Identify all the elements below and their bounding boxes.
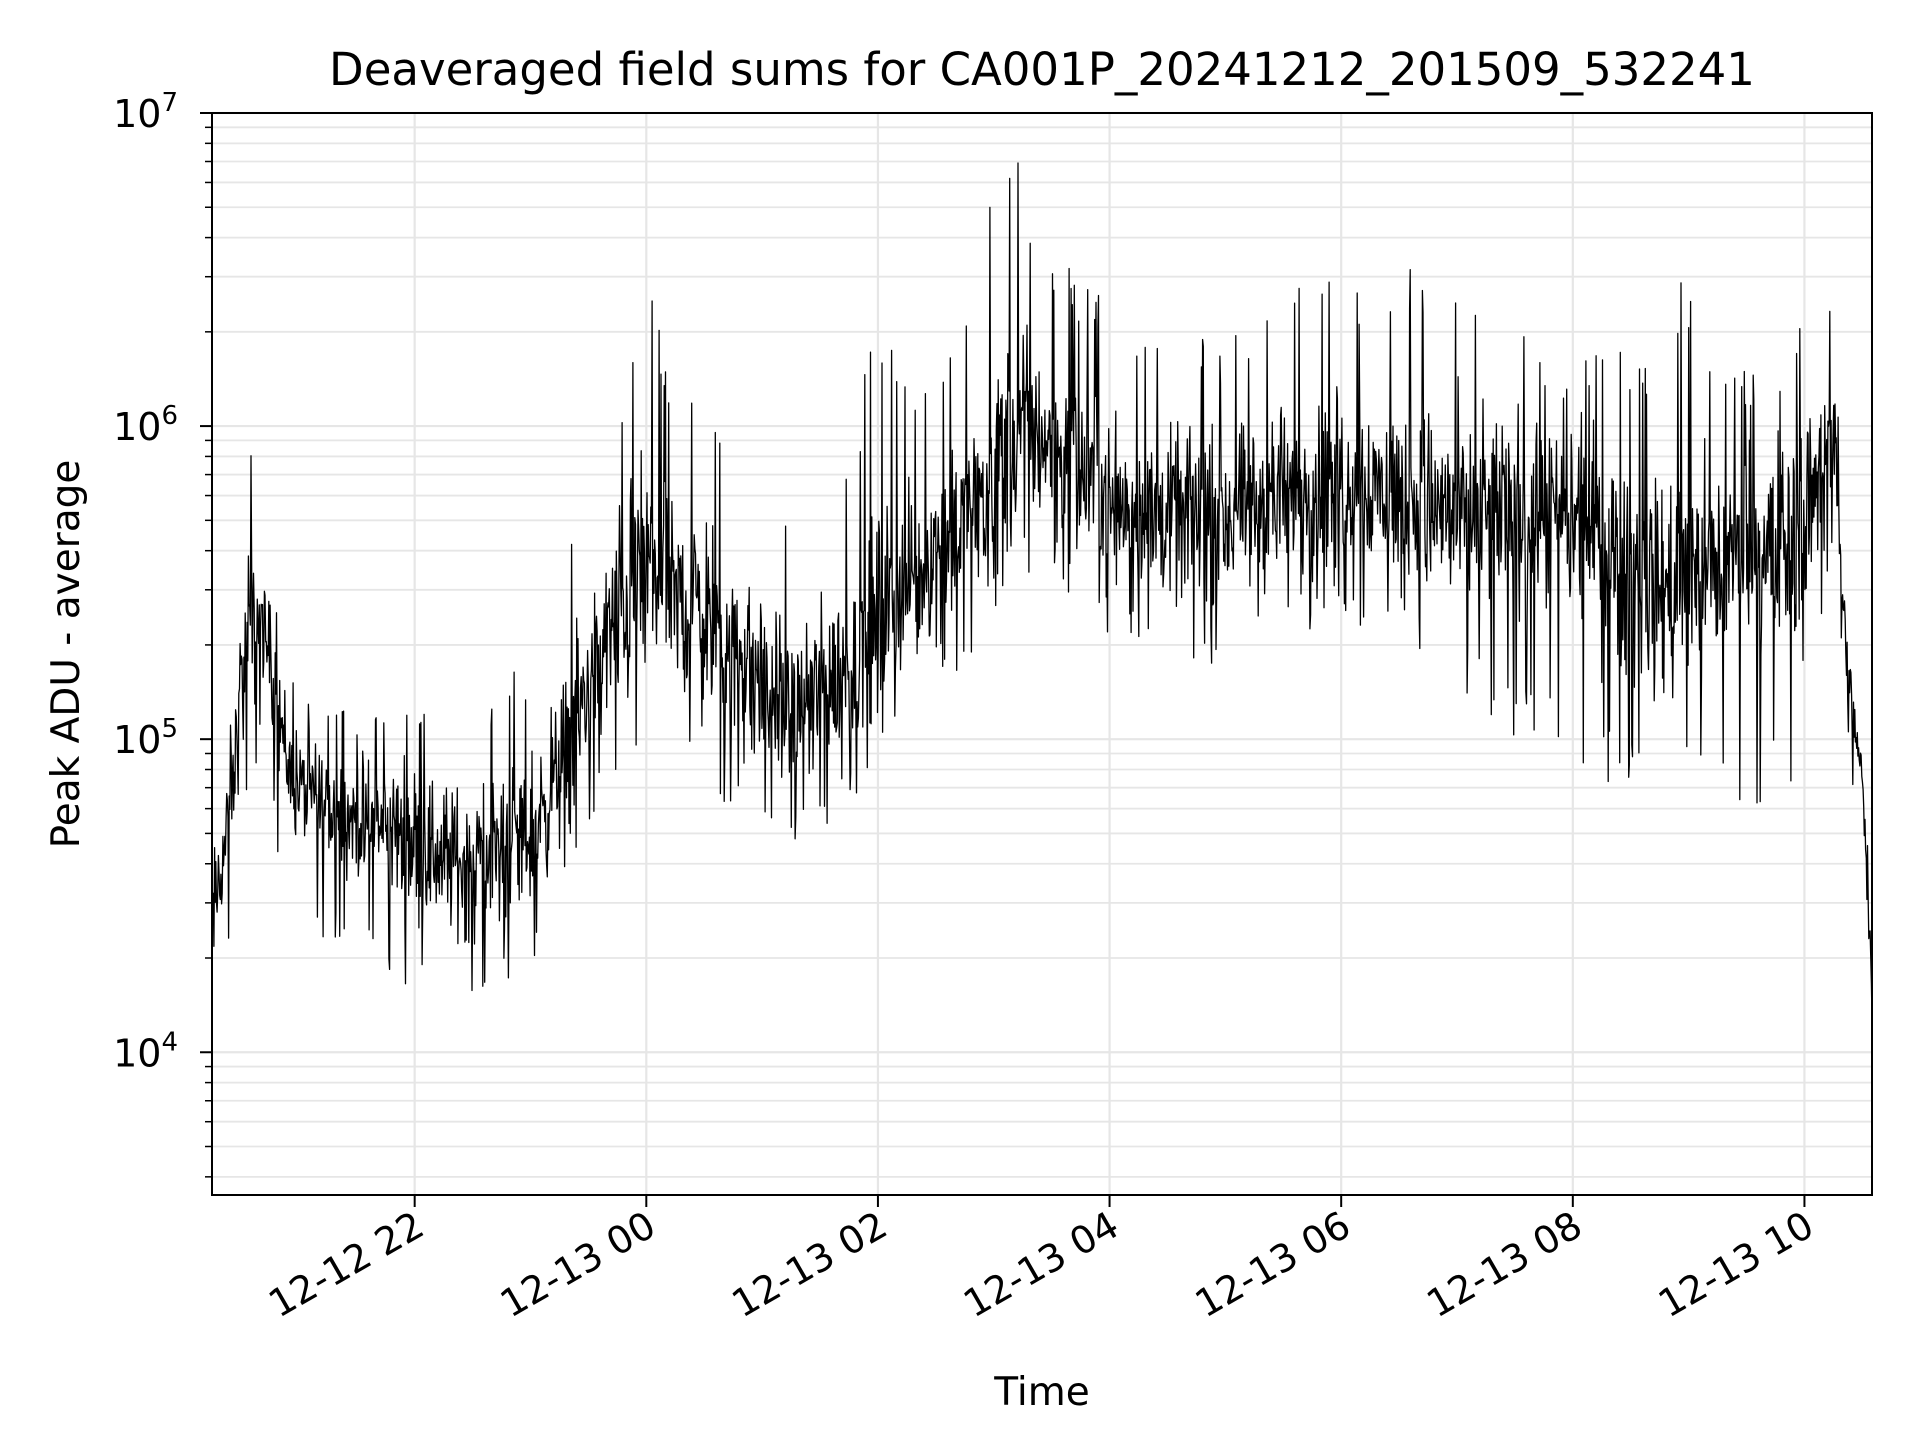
plot-frame — [211, 112, 1873, 1196]
x-axis-label: Time — [993, 1370, 1089, 1415]
chart-title: Deaveraged field sums for CA001P_2024121… — [329, 43, 1755, 96]
y-tick-label: 106 — [113, 401, 178, 449]
y-tick-label: 107 — [113, 88, 178, 136]
y-tick-label: 105 — [113, 714, 178, 762]
y-axis-label: Peak ADU - average — [44, 460, 89, 849]
y-tick-label: 104 — [113, 1027, 178, 1075]
data-series — [211, 162, 1873, 1020]
series-line — [211, 162, 1873, 1020]
